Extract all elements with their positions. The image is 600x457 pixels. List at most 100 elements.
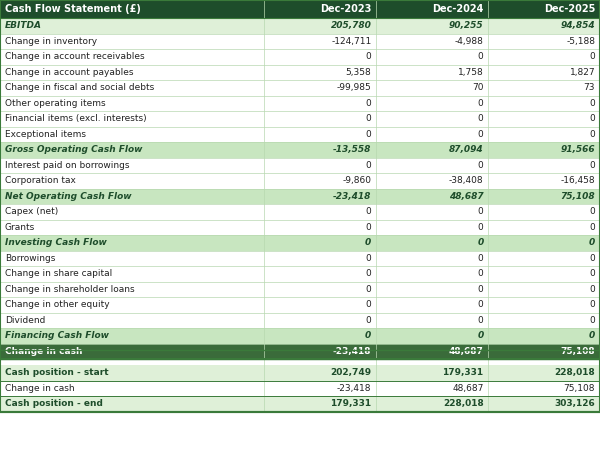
Text: Dec-2023: Dec-2023 bbox=[320, 4, 371, 14]
FancyBboxPatch shape bbox=[264, 235, 376, 250]
FancyBboxPatch shape bbox=[488, 18, 600, 33]
FancyBboxPatch shape bbox=[0, 282, 264, 297]
Text: 0: 0 bbox=[365, 130, 371, 139]
Text: Cash position - end: Cash position - end bbox=[5, 399, 103, 408]
Text: -23,418: -23,418 bbox=[337, 384, 371, 393]
Text: 0: 0 bbox=[478, 114, 484, 123]
Text: 0: 0 bbox=[365, 331, 371, 340]
Text: Cash position - start: Cash position - start bbox=[5, 368, 109, 377]
Text: 303,126: 303,126 bbox=[554, 399, 595, 408]
Text: 0: 0 bbox=[478, 207, 484, 216]
FancyBboxPatch shape bbox=[264, 127, 376, 142]
Text: Capex (net): Capex (net) bbox=[5, 207, 58, 216]
Text: 75,108: 75,108 bbox=[560, 347, 595, 356]
FancyBboxPatch shape bbox=[0, 313, 264, 328]
Text: 0: 0 bbox=[365, 207, 371, 216]
FancyBboxPatch shape bbox=[376, 235, 488, 250]
Text: Change in account receivables: Change in account receivables bbox=[5, 52, 145, 61]
FancyBboxPatch shape bbox=[264, 204, 376, 219]
FancyBboxPatch shape bbox=[0, 64, 264, 80]
FancyBboxPatch shape bbox=[0, 33, 264, 49]
Text: 0: 0 bbox=[365, 300, 371, 309]
Text: 0: 0 bbox=[478, 254, 484, 263]
FancyBboxPatch shape bbox=[0, 142, 264, 158]
Text: 70: 70 bbox=[472, 83, 484, 92]
FancyBboxPatch shape bbox=[376, 204, 488, 219]
Text: Change in cash: Change in cash bbox=[5, 384, 74, 393]
Text: 0: 0 bbox=[365, 99, 371, 108]
FancyBboxPatch shape bbox=[376, 344, 488, 359]
FancyBboxPatch shape bbox=[376, 328, 488, 344]
FancyBboxPatch shape bbox=[0, 219, 264, 235]
FancyBboxPatch shape bbox=[488, 142, 600, 158]
Text: -124,711: -124,711 bbox=[331, 37, 371, 46]
Text: 0: 0 bbox=[589, 285, 595, 294]
FancyBboxPatch shape bbox=[0, 18, 264, 33]
Text: 0: 0 bbox=[589, 161, 595, 170]
FancyBboxPatch shape bbox=[488, 365, 600, 381]
Text: 0: 0 bbox=[478, 238, 484, 247]
Text: Gross Operating Cash Flow: Gross Operating Cash Flow bbox=[5, 145, 142, 154]
FancyBboxPatch shape bbox=[488, 0, 600, 18]
Text: Interest paid on borrowings: Interest paid on borrowings bbox=[5, 161, 130, 170]
Text: 0: 0 bbox=[365, 269, 371, 278]
Text: -9,860: -9,860 bbox=[343, 176, 371, 185]
Text: 0: 0 bbox=[365, 161, 371, 170]
FancyBboxPatch shape bbox=[264, 344, 376, 359]
Text: 0: 0 bbox=[589, 238, 595, 247]
Text: 0: 0 bbox=[589, 254, 595, 263]
FancyBboxPatch shape bbox=[488, 396, 600, 411]
Text: Change in cash: Change in cash bbox=[5, 347, 82, 356]
FancyBboxPatch shape bbox=[488, 250, 600, 266]
FancyBboxPatch shape bbox=[376, 0, 488, 18]
Text: 0: 0 bbox=[589, 114, 595, 123]
Text: 5,358: 5,358 bbox=[346, 68, 371, 77]
Text: -4,988: -4,988 bbox=[455, 37, 484, 46]
Text: 0: 0 bbox=[365, 316, 371, 325]
Text: 0: 0 bbox=[365, 52, 371, 61]
FancyBboxPatch shape bbox=[376, 127, 488, 142]
FancyBboxPatch shape bbox=[0, 359, 600, 365]
FancyBboxPatch shape bbox=[488, 80, 600, 96]
Text: 0: 0 bbox=[365, 114, 371, 123]
Text: Borrowings: Borrowings bbox=[5, 254, 55, 263]
Text: 179,331: 179,331 bbox=[330, 399, 371, 408]
FancyBboxPatch shape bbox=[0, 158, 264, 173]
FancyBboxPatch shape bbox=[264, 80, 376, 96]
FancyBboxPatch shape bbox=[376, 188, 488, 204]
FancyBboxPatch shape bbox=[376, 381, 488, 396]
FancyBboxPatch shape bbox=[264, 219, 376, 235]
FancyBboxPatch shape bbox=[488, 381, 600, 396]
Text: 0: 0 bbox=[478, 331, 484, 340]
FancyBboxPatch shape bbox=[488, 127, 600, 142]
FancyBboxPatch shape bbox=[0, 365, 264, 381]
FancyBboxPatch shape bbox=[488, 266, 600, 282]
Text: -23,418: -23,418 bbox=[333, 347, 371, 356]
Text: -16,458: -16,458 bbox=[560, 176, 595, 185]
Text: 0: 0 bbox=[478, 285, 484, 294]
FancyBboxPatch shape bbox=[376, 158, 488, 173]
FancyBboxPatch shape bbox=[264, 328, 376, 344]
Text: 0: 0 bbox=[478, 52, 484, 61]
Text: Other operating items: Other operating items bbox=[5, 99, 106, 108]
Text: -23,418: -23,418 bbox=[333, 192, 371, 201]
FancyBboxPatch shape bbox=[264, 33, 376, 49]
Text: 0: 0 bbox=[589, 207, 595, 216]
Text: Net Operating Cash Flow: Net Operating Cash Flow bbox=[5, 192, 131, 201]
FancyBboxPatch shape bbox=[264, 96, 376, 111]
FancyBboxPatch shape bbox=[488, 282, 600, 297]
Text: 48,687: 48,687 bbox=[449, 192, 484, 201]
FancyBboxPatch shape bbox=[264, 142, 376, 158]
Text: 228,018: 228,018 bbox=[554, 368, 595, 377]
Text: 205,780: 205,780 bbox=[331, 21, 371, 30]
Text: 179,331: 179,331 bbox=[442, 368, 484, 377]
FancyBboxPatch shape bbox=[488, 173, 600, 188]
FancyBboxPatch shape bbox=[264, 297, 376, 313]
FancyBboxPatch shape bbox=[376, 282, 488, 297]
FancyBboxPatch shape bbox=[0, 96, 264, 111]
Text: Change in fiscal and social debts: Change in fiscal and social debts bbox=[5, 83, 154, 92]
FancyBboxPatch shape bbox=[0, 266, 264, 282]
Text: 0: 0 bbox=[365, 238, 371, 247]
FancyBboxPatch shape bbox=[0, 235, 264, 250]
Text: Change in shareholder loans: Change in shareholder loans bbox=[5, 285, 134, 294]
